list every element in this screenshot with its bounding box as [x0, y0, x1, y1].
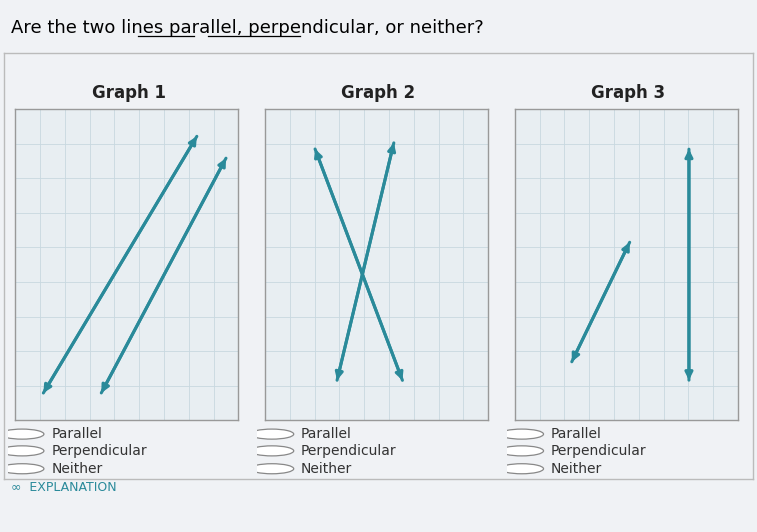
Text: Graph 3: Graph 3 [591, 84, 665, 102]
Text: ∞  EXPLANATION: ∞ EXPLANATION [11, 481, 117, 494]
Circle shape [250, 464, 294, 474]
Circle shape [250, 429, 294, 439]
Text: Parallel: Parallel [51, 427, 102, 441]
Text: Parallel: Parallel [551, 427, 602, 441]
Text: Perpendicular: Perpendicular [551, 444, 646, 458]
Text: Neither: Neither [301, 462, 352, 476]
Text: Graph 2: Graph 2 [341, 84, 416, 102]
Text: Neither: Neither [551, 462, 602, 476]
Circle shape [500, 446, 544, 456]
Circle shape [0, 446, 44, 456]
Circle shape [250, 446, 294, 456]
Circle shape [500, 429, 544, 439]
Text: Perpendicular: Perpendicular [301, 444, 397, 458]
Text: Graph 1: Graph 1 [92, 84, 166, 102]
Text: Neither: Neither [51, 462, 102, 476]
Circle shape [500, 464, 544, 474]
Circle shape [0, 429, 44, 439]
Text: Are the two lines parallel, perpendicular, or neither?: Are the two lines parallel, perpendicula… [11, 19, 484, 37]
Circle shape [0, 464, 44, 474]
Text: Perpendicular: Perpendicular [51, 444, 147, 458]
Text: Parallel: Parallel [301, 427, 352, 441]
